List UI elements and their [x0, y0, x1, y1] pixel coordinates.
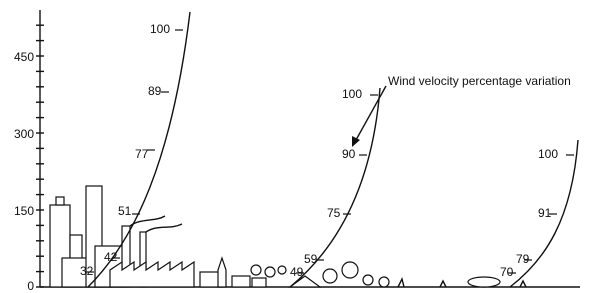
y-tick-label: 450 [14, 50, 34, 64]
profile-label: 32 [80, 264, 94, 278]
diagram: 0 150 300 450 32 42 51 77 89 [0, 0, 596, 293]
profile-label: 89 [148, 84, 162, 98]
profile-label: 100 [150, 22, 170, 36]
profile-label: 79 [516, 252, 530, 266]
profile-label: 42 [104, 250, 118, 264]
profile-label: 51 [118, 204, 132, 218]
y-tick-label: 150 [14, 204, 34, 218]
profile-label: 77 [135, 147, 149, 161]
y-tick-label: 300 [14, 127, 34, 141]
y-axis: 0 150 300 450 [14, 10, 44, 293]
profile-label: 75 [327, 206, 341, 220]
trees [323, 262, 526, 287]
profile-label: 49 [290, 265, 304, 279]
profile-label: 100 [342, 87, 362, 101]
profile-label: 70 [500, 265, 514, 279]
profile-label: 90 [342, 147, 356, 161]
annotation: Wind velocity percentage variation [388, 74, 571, 88]
profile-label: 91 [538, 206, 552, 220]
y-tick-label: 0 [27, 279, 34, 293]
arrow-head [352, 136, 360, 147]
profile-label: 59 [304, 252, 318, 266]
profile-label: 100 [538, 147, 558, 161]
city [50, 186, 194, 287]
